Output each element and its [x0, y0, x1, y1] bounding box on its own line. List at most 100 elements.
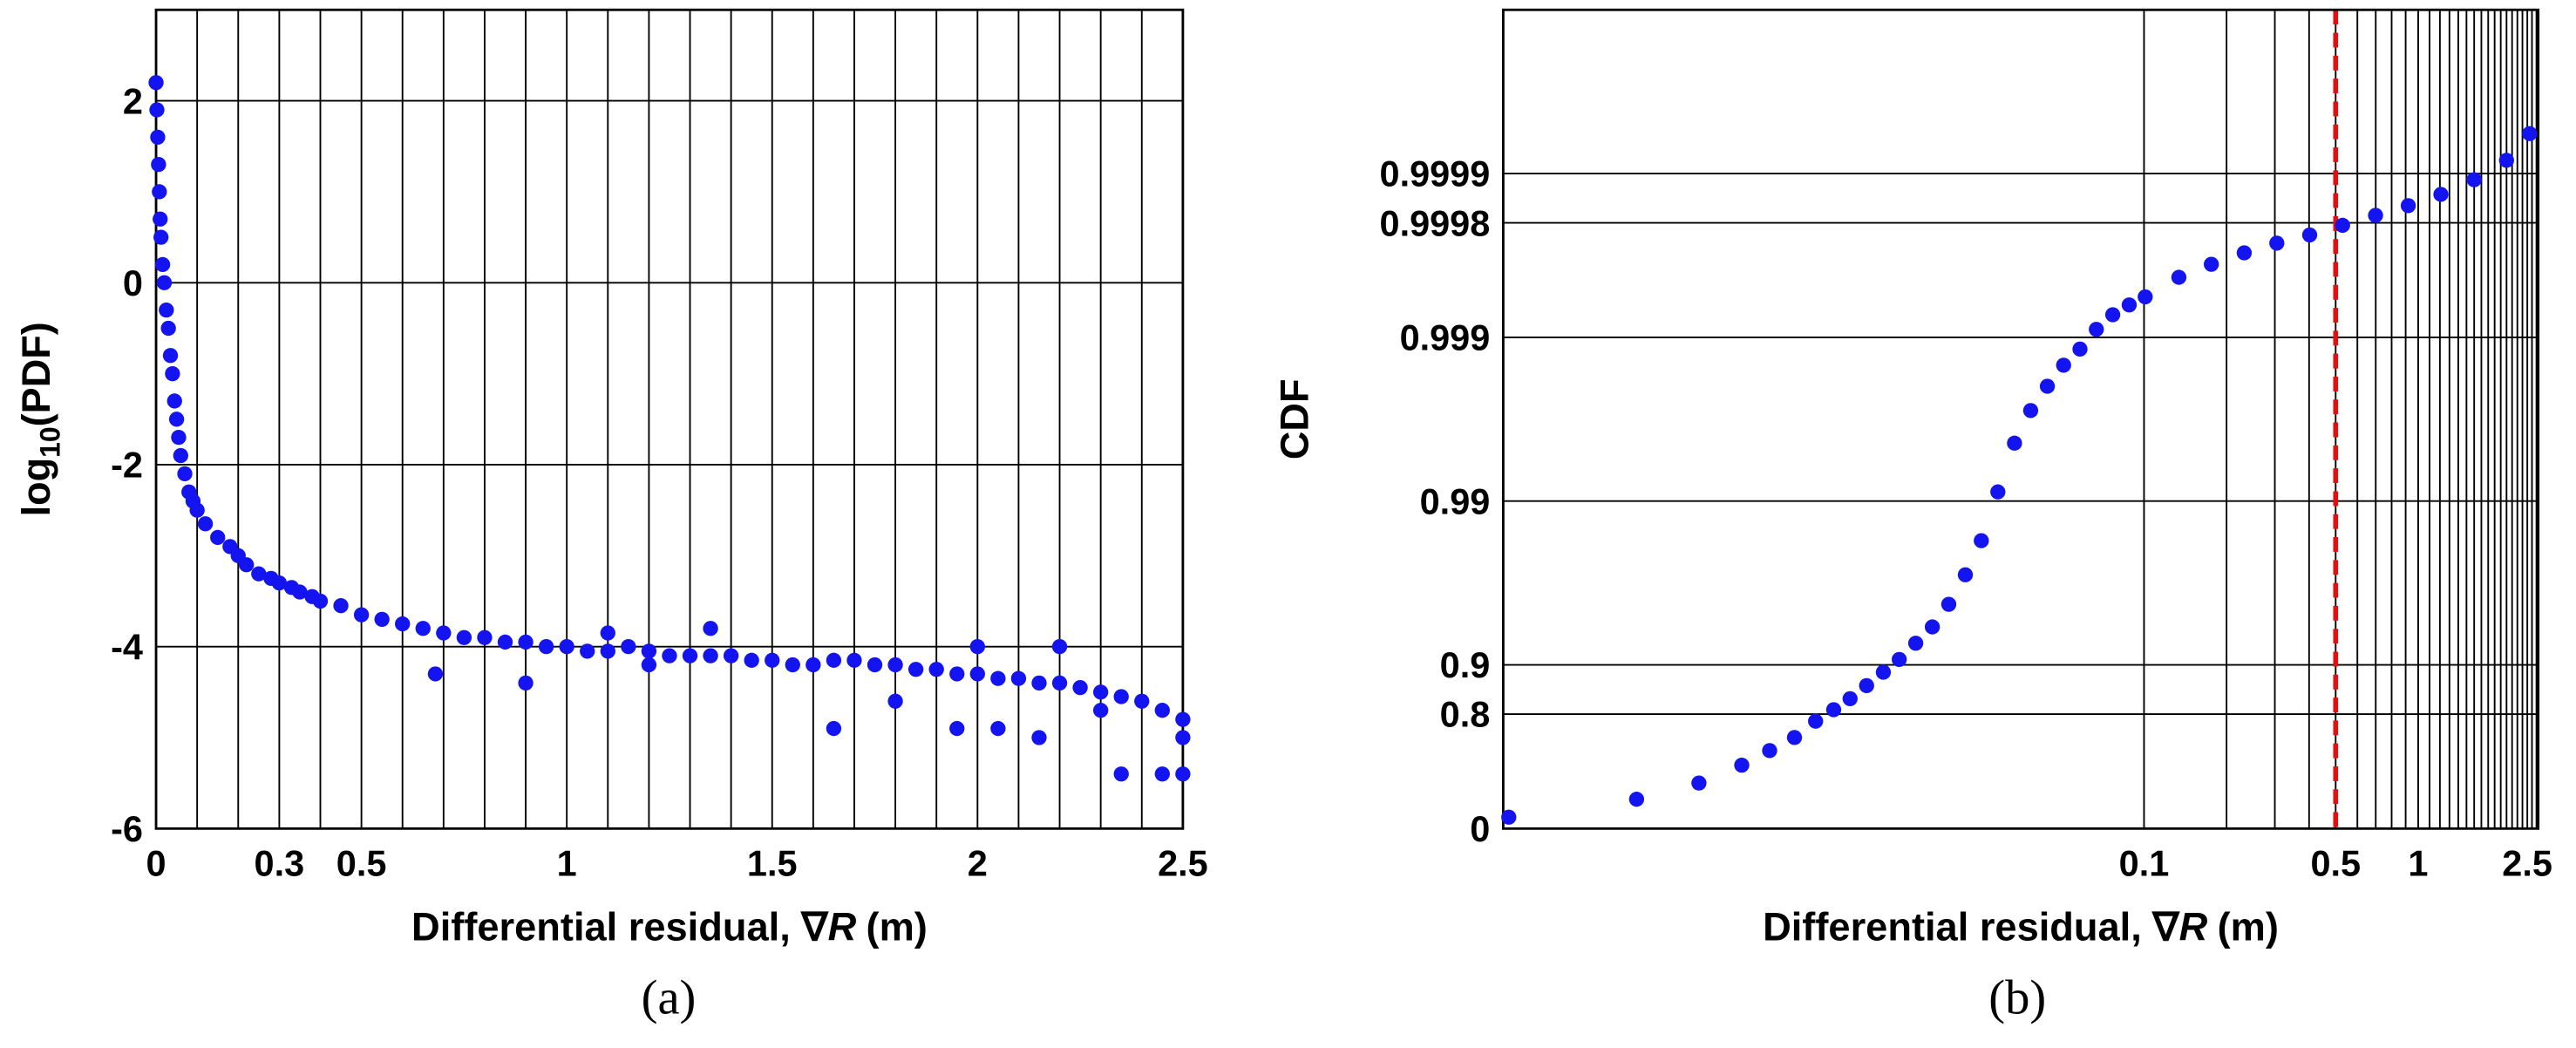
data-point	[1892, 651, 1907, 667]
data-point	[1175, 766, 1191, 782]
panel: 0 0.8 0.9 0.99 0.999 0.9998 0.9999 0.1 0.5 1 2.5 Di…	[1273, 8, 2552, 1024]
data-point	[2236, 245, 2253, 261]
data-point	[969, 639, 985, 655]
data-point	[785, 657, 800, 673]
data-point	[353, 607, 370, 623]
data-point	[826, 652, 842, 668]
y-tick-label: 0	[123, 263, 143, 303]
panel-caption: (b)	[1988, 970, 2046, 1024]
data-point	[456, 629, 472, 645]
data-point	[156, 275, 173, 290]
data-point	[867, 657, 883, 673]
x-tick-label: 0.3	[255, 844, 305, 884]
data-point	[239, 557, 255, 573]
data-point	[887, 657, 903, 673]
data-point	[427, 666, 444, 682]
x-tick-label: 0.5	[336, 844, 387, 884]
y-tick-label: 0.9	[1440, 645, 1491, 685]
data-point	[1051, 675, 1068, 691]
data-point	[744, 652, 759, 668]
data-point	[2171, 269, 2187, 285]
data-point	[765, 652, 780, 668]
data-point	[887, 693, 903, 709]
data-point	[1134, 693, 1150, 709]
data-point	[538, 639, 554, 655]
data-point	[154, 256, 171, 273]
data-point	[949, 666, 965, 682]
data-point	[969, 666, 985, 682]
data-point	[151, 157, 167, 173]
data-point	[1859, 677, 1874, 694]
data-point	[559, 639, 574, 655]
data-point	[374, 611, 390, 627]
y-tick-label: 0	[1470, 809, 1490, 849]
x-axis-label-part: (m)	[2218, 905, 2279, 949]
y-tick-label: 2	[123, 81, 143, 121]
data-point	[703, 648, 718, 664]
data-point	[1691, 775, 1707, 791]
y-tick-label: -6	[111, 809, 143, 849]
data-point	[805, 657, 821, 673]
y-tick-label: 0.9999	[1380, 154, 1491, 194]
data-point	[1113, 766, 1129, 782]
data-point	[2138, 289, 2153, 305]
data-point	[990, 720, 1006, 737]
data-point	[153, 211, 168, 227]
plot-frame	[1501, 8, 2540, 830]
data-point	[621, 639, 636, 655]
y-tick-label: 0.999	[1400, 318, 1491, 358]
data-point	[149, 102, 165, 118]
data-point	[2204, 256, 2219, 272]
data-point	[2039, 378, 2056, 394]
y-tick-label: 0.9998	[1380, 203, 1491, 243]
data-point	[292, 584, 308, 600]
data-point	[1842, 691, 1858, 707]
y-axis-label-part: 10	[35, 426, 66, 458]
data-point	[173, 447, 188, 464]
data-point	[167, 393, 182, 409]
x-tick-label: 0	[146, 844, 167, 884]
data-point	[641, 643, 657, 659]
data-point	[1907, 636, 1924, 651]
data-point	[2301, 227, 2318, 243]
data-point	[1786, 730, 1803, 745]
data-point	[2400, 198, 2416, 214]
data-point	[1957, 567, 1974, 582]
data-point	[177, 466, 193, 482]
data-point	[518, 675, 534, 691]
data-point	[1940, 596, 1957, 612]
y-axis-label-part: (PDF)	[14, 322, 58, 426]
x-tick-label: 0.1	[2119, 844, 2170, 884]
data-point	[1808, 713, 1824, 729]
data-point	[826, 720, 842, 737]
x-axis-label: Differential residual, ∇R (m)	[1763, 905, 2279, 949]
data-point	[150, 129, 166, 145]
y-axis-label: CDF	[1273, 378, 1317, 459]
data-point	[2072, 341, 2088, 357]
data-point	[2498, 153, 2514, 168]
data-point	[251, 566, 267, 582]
data-point	[312, 593, 329, 609]
data-point	[162, 348, 179, 364]
x-tick-label: 1.5	[747, 844, 798, 884]
panel-caption: (a)	[642, 970, 697, 1024]
y-axis-label: log10(PDF)	[14, 322, 66, 516]
data-point	[846, 652, 862, 668]
y-tick-label: 0.99	[1420, 481, 1491, 521]
data-point	[160, 320, 176, 337]
data-point	[2335, 217, 2350, 234]
data-point	[1734, 757, 1750, 773]
data-point	[580, 643, 595, 659]
data-point	[210, 529, 226, 546]
data-point	[907, 662, 924, 677]
data-point	[1051, 639, 1068, 655]
data-point	[703, 621, 718, 636]
data-point	[2104, 307, 2121, 323]
data-point	[153, 229, 169, 245]
data-point	[159, 302, 174, 318]
data-point	[2466, 172, 2482, 187]
x-axis-label-part: Differential residual, ∇	[1763, 905, 2180, 949]
data-point	[1092, 703, 1109, 718]
data-point	[197, 516, 214, 532]
